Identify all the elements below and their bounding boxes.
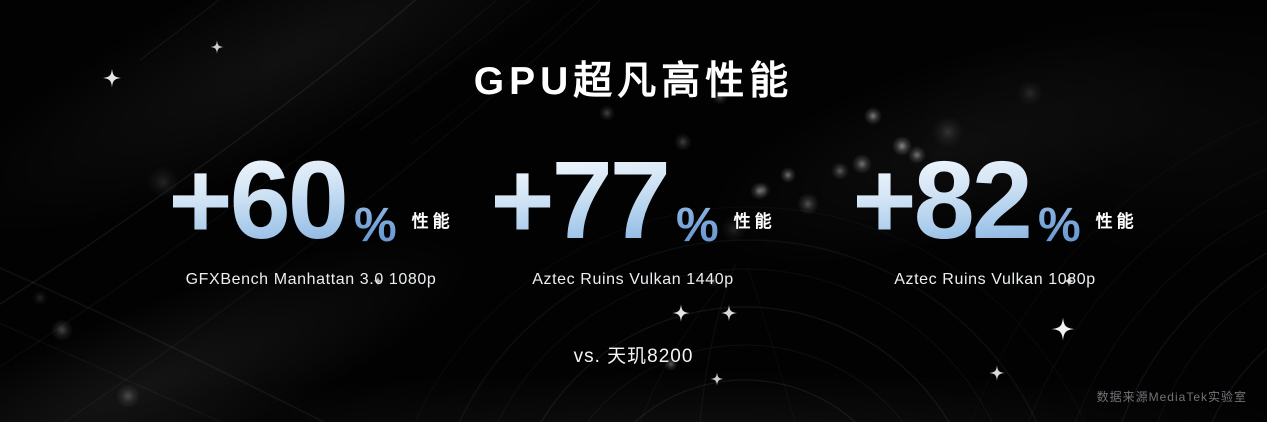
stat-line: +77 % 性能 <box>463 146 803 256</box>
performance-label: 性能 <box>1095 212 1138 231</box>
benchmark-label: GFXBench Manhattan 3.0 1080p <box>185 271 437 288</box>
percent-sign: % <box>675 199 719 252</box>
data-source-note: 数据来源MediaTek实验室 <box>1096 390 1247 404</box>
stat-line: +60 % 性能 <box>141 146 481 256</box>
benchmark-label: Aztec Ruins Vulkan 1440p <box>532 271 734 288</box>
stat-block-aztec-1080p: +82 % 性能 Aztec Ruins Vulkan 1080p <box>825 146 1165 289</box>
bokeh-dots <box>32 80 1043 408</box>
stat-line: +82 % 性能 <box>825 146 1165 256</box>
slide-title: GPU超凡高性能 <box>473 60 794 103</box>
performance-label: 性能 <box>733 212 776 231</box>
percent-sign: % <box>353 199 397 252</box>
stat-block-gfxbench: +60 % 性能 GFXBench Manhattan 3.0 1080p <box>141 146 481 289</box>
performance-label: 性能 <box>411 212 454 231</box>
stat-value: +82 <box>852 139 1033 262</box>
stat-block-aztec-1440p: +77 % 性能 Aztec Ruins Vulkan 1440p <box>463 146 803 289</box>
stat-value: +60 <box>168 139 349 262</box>
benchmark-label: Aztec Ruins Vulkan 1080p <box>894 271 1096 288</box>
stat-value: +77 <box>490 139 671 262</box>
percent-sign: % <box>1037 199 1081 252</box>
comparison-label: vs. 天玑8200 <box>573 346 694 367</box>
